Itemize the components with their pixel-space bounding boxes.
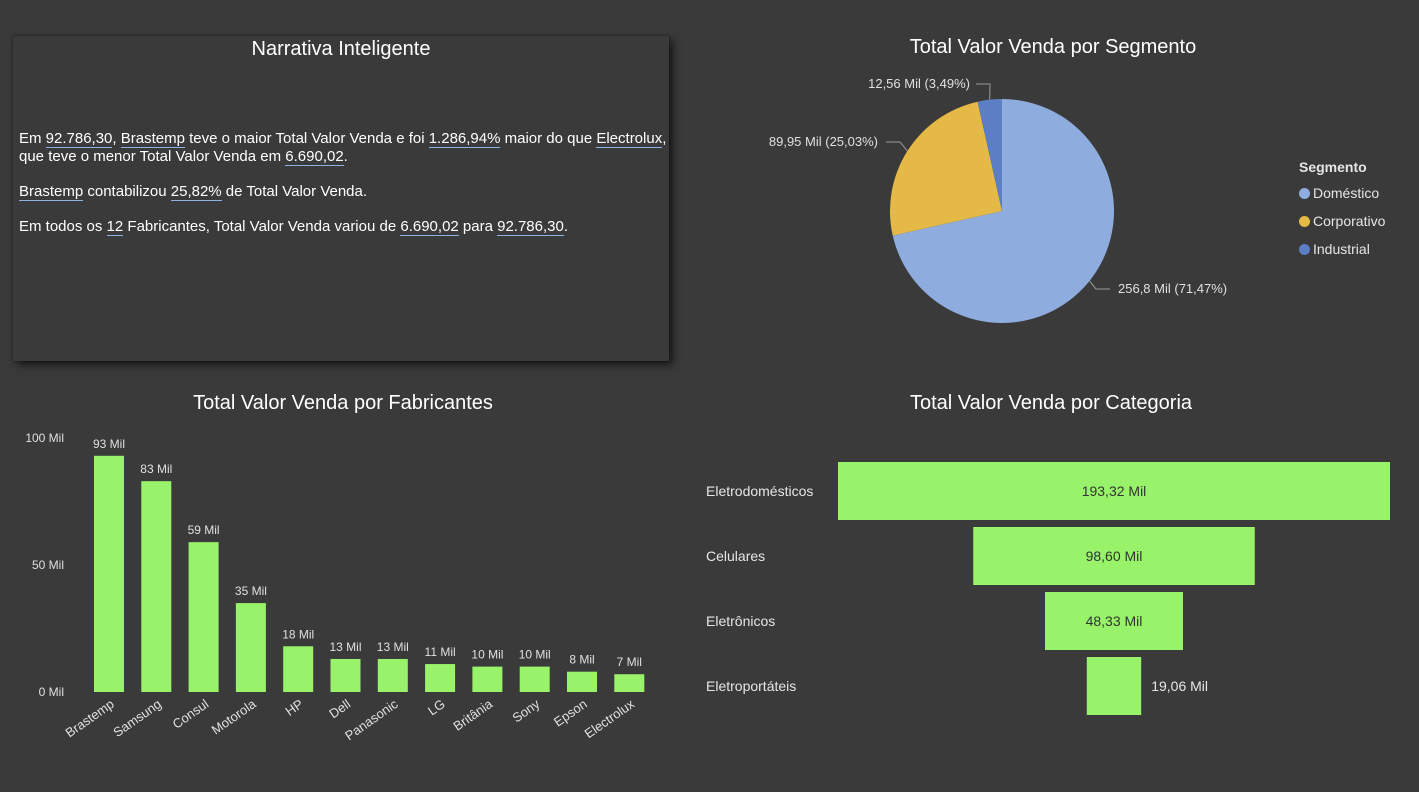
narrative-paragraph-2: Brastemp contabilizou 25,82% de Total Va… bbox=[19, 183, 368, 201]
bar-data-label: 8 Mil bbox=[569, 653, 594, 667]
legend-item-domestico[interactable]: Doméstico bbox=[1299, 179, 1385, 207]
x-tick-label: Samsung bbox=[110, 696, 164, 740]
pie-slice[interactable] bbox=[890, 101, 1002, 236]
narrative-value[interactable]: 1.286,94% bbox=[428, 130, 501, 148]
narrative-title: Narrativa Inteligente bbox=[251, 38, 431, 60]
x-tick-label: Sony bbox=[510, 696, 543, 726]
bar[interactable] bbox=[235, 603, 266, 692]
funnel-category-label: Eletrodomésticos bbox=[706, 483, 813, 499]
narrative-value[interactable]: Brastemp bbox=[19, 183, 84, 201]
x-tick-label: HP bbox=[283, 696, 306, 719]
narrative-value[interactable]: 6.690,02 bbox=[285, 148, 344, 166]
narrative-value[interactable]: Electrolux bbox=[596, 130, 663, 148]
legend-dot-icon bbox=[1299, 187, 1310, 199]
narrative-value[interactable]: 25,82% bbox=[170, 183, 222, 201]
y-tick-label: 100 Mil bbox=[25, 431, 64, 445]
legend-dot-icon bbox=[1299, 243, 1310, 255]
narrative-body: Em 92.786,30, Brastemp teve o maior Tota… bbox=[19, 130, 669, 253]
narrative-value[interactable]: 92.786,30 bbox=[497, 218, 564, 236]
bar[interactable] bbox=[567, 671, 597, 692]
x-tick-label: Epson bbox=[551, 696, 590, 729]
legend-item-corporativo[interactable]: Corporativo bbox=[1299, 207, 1385, 235]
legend-item-industrial[interactable]: Industrial bbox=[1299, 235, 1385, 263]
bar-data-label: 7 Mil bbox=[617, 655, 642, 669]
pie-slice[interactable] bbox=[977, 99, 1002, 211]
bar-data-label: 13 Mil bbox=[329, 640, 361, 654]
funnel-chart: Eletrodomésticos 193,32 Mil Celulares 98,60… bbox=[706, 462, 1390, 715]
narrative-paragraph-3: Em todos os 12 Fabricantes, Total Valor … bbox=[19, 218, 569, 236]
narrative-value[interactable]: 12 bbox=[106, 218, 124, 236]
bar-chart: 0 Mil 50 Mil 100 Mil 93 Mil Brastemp 83 Mil Sa… bbox=[25, 431, 645, 743]
x-tick-label: Consul bbox=[170, 696, 212, 732]
pie-chart: 256,8 Mil (71,47%) 89,95 Mil (25,03%) 12,5… bbox=[769, 76, 1227, 323]
funnel-bar[interactable] bbox=[973, 527, 1255, 585]
funnel-bar[interactable] bbox=[1045, 592, 1183, 650]
bar[interactable] bbox=[472, 666, 503, 692]
x-tick-label: Dell bbox=[326, 696, 353, 721]
narrative-value[interactable]: 92.786,30 bbox=[45, 130, 113, 148]
x-tick-label: Motorola bbox=[209, 696, 260, 738]
narrative-value[interactable]: 6.690,02 bbox=[400, 218, 459, 236]
y-tick-label: 0 Mil bbox=[39, 685, 64, 699]
funnel-category-label: Eletrônicos bbox=[706, 613, 775, 629]
bar-data-label: 83 Mil bbox=[140, 462, 172, 476]
funnel-category-label: Celulares bbox=[706, 548, 765, 564]
pie-leader-line bbox=[886, 141, 908, 152]
x-tick-label: Britânia bbox=[450, 696, 495, 734]
bar-data-label: 11 Mil bbox=[425, 645, 456, 659]
bar-data-label: 13 Mil bbox=[377, 640, 409, 654]
bar-data-label: 10 Mil bbox=[471, 648, 503, 662]
bar-data-label: 35 Mil bbox=[235, 584, 267, 598]
bar-chart-title: Total Valor Venda por Fabricantes bbox=[193, 392, 493, 414]
x-tick-label: Panasonic bbox=[342, 696, 401, 743]
pie-data-label: 256,8 Mil (71,47%) bbox=[1118, 281, 1227, 296]
narrative-card: Narrativa Inteligente Em 92.786,30, Bras… bbox=[13, 36, 669, 361]
bar[interactable] bbox=[519, 666, 550, 692]
bar-data-label: 18 Mil bbox=[282, 627, 314, 641]
bar[interactable] bbox=[141, 481, 172, 692]
funnel-data-label: 98,60 Mil bbox=[1086, 548, 1143, 564]
bar[interactable] bbox=[330, 658, 361, 692]
y-tick-label: 50 Mil bbox=[32, 558, 64, 572]
funnel-bar[interactable] bbox=[1086, 657, 1142, 715]
bar-data-label: 93 Mil bbox=[93, 437, 125, 451]
bar[interactable] bbox=[94, 455, 124, 692]
pie-leader-line bbox=[1089, 280, 1110, 290]
pie-legend: Segmento Doméstico Corporativo Industria… bbox=[1299, 159, 1385, 263]
x-tick-label: LG bbox=[425, 696, 448, 718]
funnel-bar[interactable] bbox=[838, 462, 1390, 520]
bar[interactable] bbox=[377, 658, 408, 692]
bar[interactable] bbox=[614, 674, 645, 692]
bar[interactable] bbox=[283, 646, 314, 692]
legend-title: Segmento bbox=[1299, 159, 1367, 175]
x-tick-label: Brastemp bbox=[63, 696, 117, 740]
funnel-category-label: Eletroportáteis bbox=[706, 678, 796, 694]
funnel-chart-title: Total Valor Venda por Categoria bbox=[909, 392, 1193, 414]
funnel-data-label: 193,32 Mil bbox=[1082, 483, 1147, 499]
bar-data-label: 10 Mil bbox=[519, 648, 551, 662]
pie-slice[interactable] bbox=[892, 99, 1114, 323]
narrative-value[interactable]: Brastemp bbox=[120, 130, 185, 148]
narrative-paragraph-1: Em 92.786,30, Brastemp teve o maior Tota… bbox=[19, 130, 667, 166]
pie-data-label: 89,95 Mil (25,03%) bbox=[769, 134, 878, 149]
pie-data-label: 12,56 Mil (3,49%) bbox=[868, 76, 970, 91]
bar-data-label: 59 Mil bbox=[188, 523, 220, 537]
pie-leader-line bbox=[976, 83, 991, 100]
x-tick-label: Electrolux bbox=[582, 696, 638, 741]
funnel-data-label: 19,06 Mil bbox=[1151, 678, 1208, 694]
bar[interactable] bbox=[425, 664, 456, 692]
pie-chart-title: Total Valor Venda por Segmento bbox=[909, 36, 1197, 58]
funnel-data-label: 48,33 Mil bbox=[1086, 613, 1143, 629]
legend-dot-icon bbox=[1299, 215, 1310, 227]
bar[interactable] bbox=[188, 542, 219, 692]
